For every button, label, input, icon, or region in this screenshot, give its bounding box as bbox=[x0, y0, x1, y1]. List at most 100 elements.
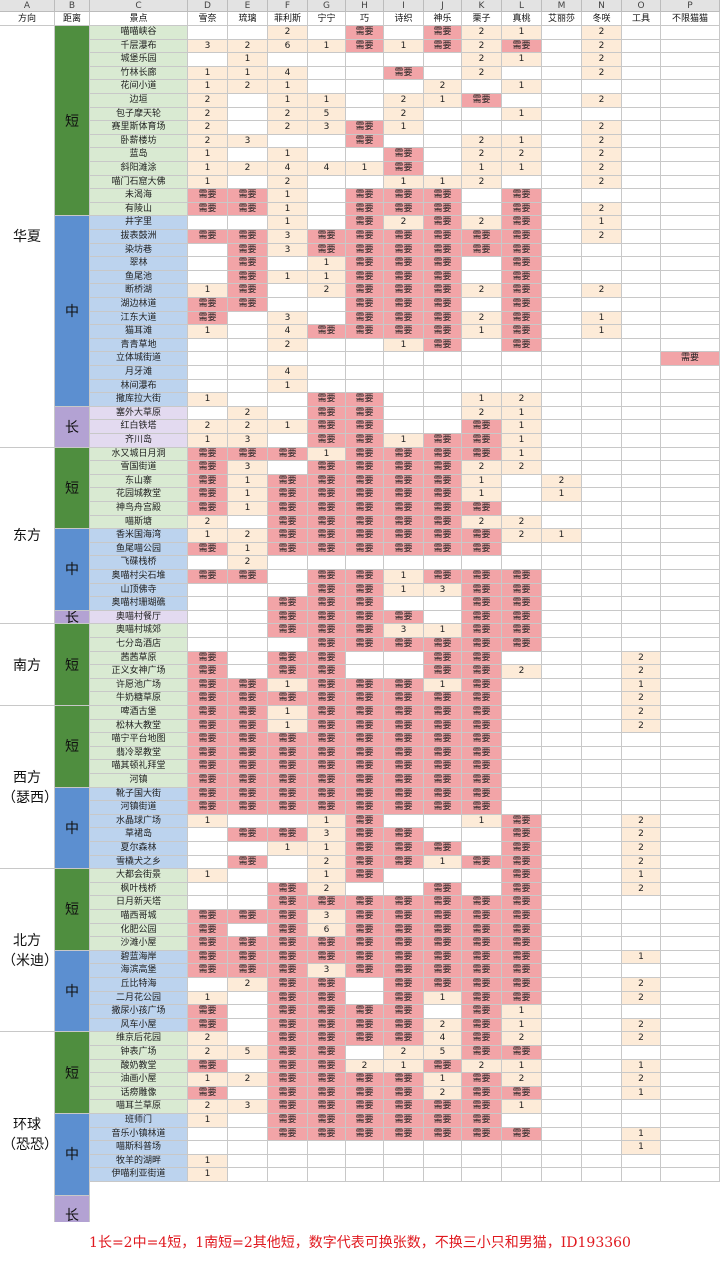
table-cell[interactable]: 需要 bbox=[308, 515, 346, 530]
table-cell[interactable]: 2 bbox=[622, 991, 661, 1006]
table-cell[interactable] bbox=[228, 923, 268, 938]
sight-name[interactable]: 喵斯塘 bbox=[90, 515, 188, 530]
table-cell[interactable]: 需要 bbox=[188, 1059, 228, 1074]
table-cell[interactable]: 1 bbox=[188, 175, 228, 190]
table-cell[interactable]: 需要 bbox=[462, 502, 502, 516]
table-cell[interactable] bbox=[424, 393, 462, 407]
sight-name[interactable]: 酸奶教堂 bbox=[90, 1059, 188, 1074]
table-cell[interactable]: 需要 bbox=[268, 474, 308, 489]
column-letter-N[interactable]: N bbox=[582, 0, 622, 12]
table-cell[interactable] bbox=[661, 1086, 720, 1101]
table-cell[interactable] bbox=[188, 243, 228, 258]
table-cell[interactable] bbox=[268, 855, 308, 870]
table-cell[interactable]: 需要 bbox=[268, 774, 308, 788]
table-cell[interactable] bbox=[424, 379, 462, 394]
table-cell[interactable] bbox=[622, 379, 661, 394]
column-letter-H[interactable]: H bbox=[346, 0, 384, 12]
table-cell[interactable]: 需要 bbox=[384, 678, 424, 693]
table-cell[interactable]: 需要 bbox=[384, 447, 424, 462]
table-cell[interactable] bbox=[661, 787, 720, 802]
table-cell[interactable]: 1 bbox=[502, 434, 542, 448]
table-cell[interactable]: 2 bbox=[462, 515, 502, 530]
table-cell[interactable]: 需要 bbox=[384, 284, 424, 298]
table-cell[interactable]: 需要 bbox=[268, 651, 308, 666]
table-cell[interactable] bbox=[622, 66, 661, 81]
table-cell[interactable]: 需要 bbox=[384, 842, 424, 856]
table-cell[interactable]: 需要 bbox=[346, 950, 384, 965]
table-cell[interactable]: 1 bbox=[308, 869, 346, 883]
table-cell[interactable]: 2 bbox=[424, 1018, 462, 1033]
sight-name[interactable]: 翡冷翠教堂 bbox=[90, 746, 188, 761]
table-cell[interactable] bbox=[582, 610, 622, 625]
table-cell[interactable] bbox=[622, 624, 661, 638]
table-cell[interactable]: 需要 bbox=[502, 964, 542, 978]
table-cell[interactable] bbox=[542, 352, 582, 366]
table-cell[interactable]: 需要 bbox=[268, 610, 308, 625]
table-cell[interactable] bbox=[502, 787, 542, 802]
table-cell[interactable] bbox=[542, 175, 582, 190]
table-cell[interactable]: 需要 bbox=[268, 801, 308, 815]
table-cell[interactable]: 1 bbox=[462, 474, 502, 489]
table-cell[interactable]: 需要 bbox=[188, 760, 228, 774]
table-cell[interactable] bbox=[661, 1046, 720, 1060]
table-cell[interactable] bbox=[502, 746, 542, 761]
table-cell[interactable] bbox=[661, 624, 720, 638]
table-cell[interactable] bbox=[462, 121, 502, 135]
table-cell[interactable]: 2 bbox=[188, 107, 228, 122]
table-cell[interactable]: 需要 bbox=[308, 692, 346, 706]
table-cell[interactable]: 需要 bbox=[384, 1005, 424, 1019]
table-cell[interactable] bbox=[384, 651, 424, 666]
table-cell[interactable] bbox=[582, 692, 622, 706]
table-cell[interactable] bbox=[622, 366, 661, 380]
table-cell[interactable]: 需要 bbox=[268, 828, 308, 842]
table-cell[interactable]: 2 bbox=[462, 66, 502, 81]
table-cell[interactable] bbox=[542, 570, 582, 584]
table-cell[interactable] bbox=[622, 94, 661, 108]
table-cell[interactable]: 2 bbox=[462, 461, 502, 475]
table-cell[interactable]: 需要 bbox=[384, 542, 424, 557]
sight-name[interactable]: 竹林长廊 bbox=[90, 66, 188, 81]
table-cell[interactable]: 需要 bbox=[308, 665, 346, 679]
table-cell[interactable] bbox=[542, 651, 582, 666]
table-cell[interactable]: 需要 bbox=[384, 1073, 424, 1087]
sight-name[interactable]: 城堡乐园 bbox=[90, 53, 188, 67]
table-cell[interactable]: 1 bbox=[622, 1059, 661, 1074]
table-cell[interactable]: 需要 bbox=[188, 474, 228, 489]
table-cell[interactable]: 需要 bbox=[346, 910, 384, 924]
table-cell[interactable]: 2 bbox=[228, 529, 268, 543]
table-cell[interactable] bbox=[308, 189, 346, 203]
table-cell[interactable] bbox=[582, 774, 622, 788]
table-cell[interactable]: 需要 bbox=[308, 1086, 346, 1101]
table-cell[interactable] bbox=[661, 94, 720, 108]
table-cell[interactable]: 需要 bbox=[228, 760, 268, 774]
table-cell[interactable] bbox=[542, 760, 582, 774]
table-cell[interactable] bbox=[661, 39, 720, 54]
table-cell[interactable] bbox=[582, 1032, 622, 1046]
table-cell[interactable] bbox=[228, 1168, 268, 1182]
table-cell[interactable] bbox=[542, 406, 582, 421]
table-cell[interactable]: 需要 bbox=[424, 474, 462, 489]
table-cell[interactable]: 需要 bbox=[308, 1018, 346, 1033]
table-cell[interactable]: 需要 bbox=[228, 447, 268, 462]
table-cell[interactable]: 需要 bbox=[346, 474, 384, 489]
table-cell[interactable]: 需要 bbox=[188, 542, 228, 557]
table-cell[interactable] bbox=[384, 134, 424, 149]
table-cell[interactable] bbox=[502, 706, 542, 720]
table-cell[interactable] bbox=[582, 434, 622, 448]
table-cell[interactable]: 需要 bbox=[502, 189, 542, 203]
table-cell[interactable]: 需要 bbox=[462, 1073, 502, 1087]
table-cell[interactable]: 2 bbox=[228, 1073, 268, 1087]
table-cell[interactable]: 2 bbox=[502, 515, 542, 530]
table-cell[interactable]: 1 bbox=[268, 719, 308, 734]
table-cell[interactable]: 1 bbox=[424, 624, 462, 638]
table-cell[interactable]: 1 bbox=[384, 121, 424, 135]
column-letter-O[interactable]: O bbox=[622, 0, 661, 12]
table-cell[interactable]: 需要 bbox=[188, 665, 228, 679]
table-cell[interactable]: 需要 bbox=[188, 787, 228, 802]
table-cell[interactable] bbox=[582, 270, 622, 285]
table-cell[interactable]: 需要 bbox=[502, 298, 542, 312]
table-cell[interactable] bbox=[661, 488, 720, 502]
table-cell[interactable] bbox=[346, 148, 384, 162]
table-cell[interactable]: 需要 bbox=[502, 855, 542, 870]
table-cell[interactable] bbox=[661, 447, 720, 462]
